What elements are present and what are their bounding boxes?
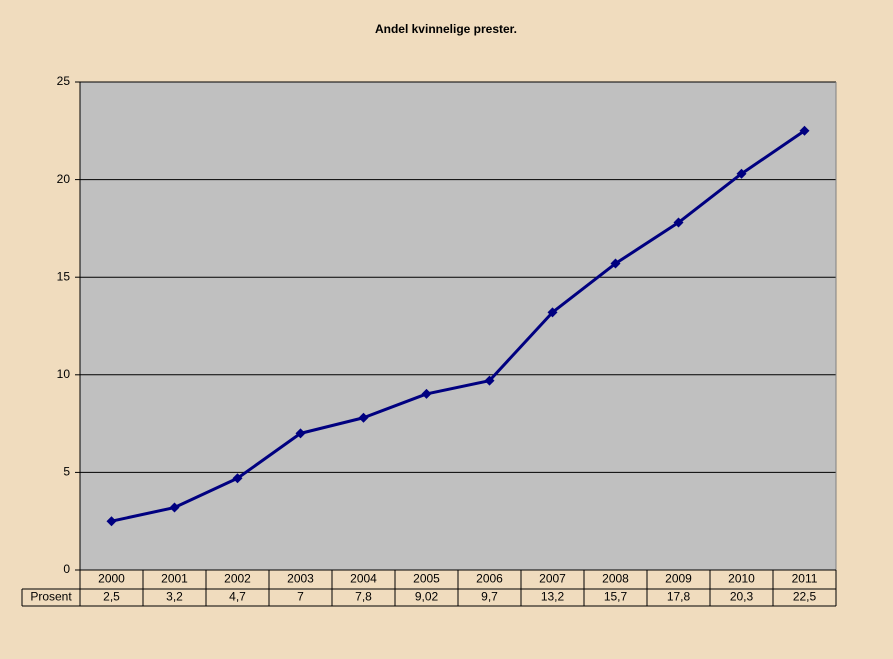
table-value: 13,2 — [541, 590, 565, 604]
marker — [673, 217, 684, 228]
x-tick-label: 2006 — [476, 572, 503, 586]
y-tick-label: 5 — [63, 465, 70, 479]
x-tick-label: 2010 — [728, 572, 755, 586]
table-series-name: Prosent — [30, 590, 72, 604]
x-tick-label: 2003 — [287, 572, 314, 586]
marker — [106, 516, 117, 527]
table-value: 7 — [297, 590, 304, 604]
table-value: 4,7 — [229, 590, 246, 604]
x-tick-label: 2004 — [350, 572, 377, 586]
marker — [610, 258, 621, 269]
marker — [295, 428, 306, 439]
y-tick-label: 0 — [63, 562, 70, 576]
table-value: 20,3 — [730, 590, 754, 604]
x-tick-label: 2011 — [792, 572, 818, 586]
marker — [421, 388, 432, 399]
marker — [232, 473, 243, 484]
x-tick-label: 2008 — [602, 572, 629, 586]
x-tick-label: 2002 — [224, 572, 251, 586]
y-tick-label: 15 — [57, 269, 71, 283]
marker — [736, 168, 747, 179]
table-value: 3,2 — [166, 590, 183, 604]
y-tick-label: 20 — [57, 172, 71, 186]
table-value: 9,02 — [415, 590, 439, 604]
table-value: 17,8 — [667, 590, 691, 604]
table-value: 15,7 — [604, 590, 628, 604]
y-tick-label: 10 — [57, 367, 71, 381]
x-tick-label: 2000 — [98, 572, 125, 586]
marker — [358, 412, 369, 423]
x-tick-label: 2001 — [161, 572, 188, 586]
y-tick-label: 25 — [57, 74, 71, 88]
marker — [799, 125, 810, 136]
table-value: 22,5 — [793, 590, 817, 604]
table-value: 7,8 — [355, 590, 372, 604]
marker — [169, 502, 180, 513]
plot-area — [80, 82, 836, 570]
chart-title: Andel kvinnelige prester. — [375, 22, 517, 36]
x-tick-label: 2005 — [413, 572, 440, 586]
table-value: 2,5 — [103, 590, 120, 604]
line-series — [111, 129, 806, 523]
marker — [547, 307, 558, 318]
table-value: 9,7 — [481, 590, 498, 604]
marker — [484, 375, 495, 386]
x-tick-label: 2007 — [539, 572, 566, 586]
x-tick-label: 2009 — [665, 572, 692, 586]
